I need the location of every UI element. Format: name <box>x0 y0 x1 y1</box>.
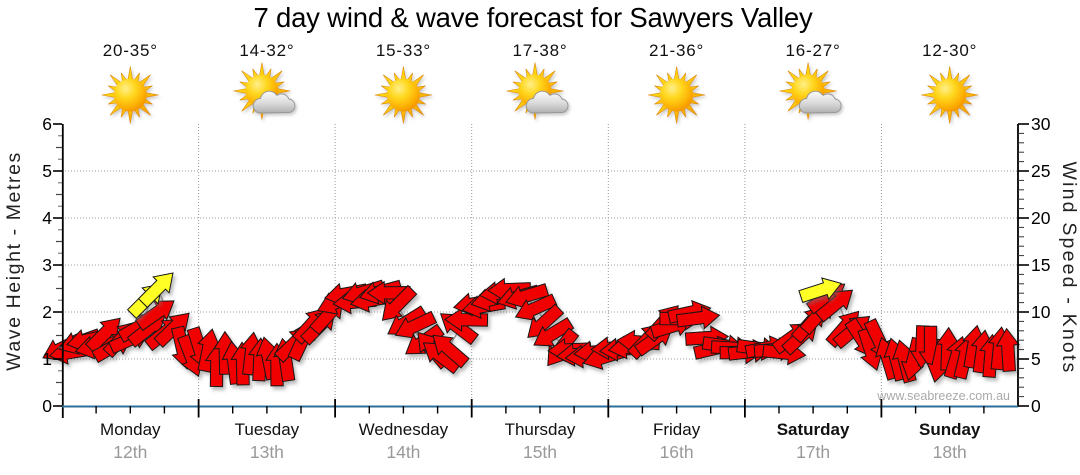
svg-text:15th: 15th <box>523 442 557 462</box>
svg-text:0: 0 <box>42 396 52 416</box>
svg-text:15-33°: 15-33° <box>376 41 431 60</box>
svg-text:Sunday: Sunday <box>919 420 981 439</box>
svg-text:16-27°: 16-27° <box>786 41 841 60</box>
svg-text:30: 30 <box>1031 114 1051 134</box>
svg-text:18th: 18th <box>933 442 967 462</box>
svg-text:17-38°: 17-38° <box>512 41 567 60</box>
svg-text:16th: 16th <box>660 442 694 462</box>
svg-text:Wind Speed - Knots: Wind Speed - Knots <box>1058 161 1080 374</box>
svg-text:2: 2 <box>42 302 52 322</box>
svg-text:Wednesday: Wednesday <box>359 420 449 439</box>
svg-text:Friday: Friday <box>653 420 701 439</box>
svg-text:10: 10 <box>1031 302 1051 322</box>
svg-text:12th: 12th <box>113 442 147 462</box>
svg-text:20-35°: 20-35° <box>103 41 158 60</box>
svg-text:14-32°: 14-32° <box>239 41 294 60</box>
svg-text:Monday: Monday <box>100 420 161 439</box>
svg-text:20: 20 <box>1031 208 1051 228</box>
svg-text:Saturday: Saturday <box>777 420 850 439</box>
svg-text:13th: 13th <box>250 442 284 462</box>
svg-text:0: 0 <box>1031 396 1041 416</box>
svg-text:25: 25 <box>1031 161 1050 181</box>
svg-text:6: 6 <box>42 114 52 134</box>
svg-text:4: 4 <box>42 208 52 228</box>
svg-text:1: 1 <box>42 349 52 369</box>
svg-text:17th: 17th <box>796 442 830 462</box>
svg-text:www.seabreeze.com.au: www.seabreeze.com.au <box>876 389 1010 403</box>
svg-text:14th: 14th <box>386 442 420 462</box>
svg-text:21-36°: 21-36° <box>649 41 704 60</box>
svg-text:12-30°: 12-30° <box>922 41 977 60</box>
svg-text:5: 5 <box>1031 349 1041 369</box>
svg-text:5: 5 <box>42 161 52 181</box>
svg-text:Thursday: Thursday <box>505 420 576 439</box>
svg-text:3: 3 <box>42 255 52 275</box>
svg-text:Tuesday: Tuesday <box>235 420 300 439</box>
svg-text:Wave Height - Metres: Wave Height - Metres <box>3 151 25 371</box>
svg-text:15: 15 <box>1031 255 1050 275</box>
